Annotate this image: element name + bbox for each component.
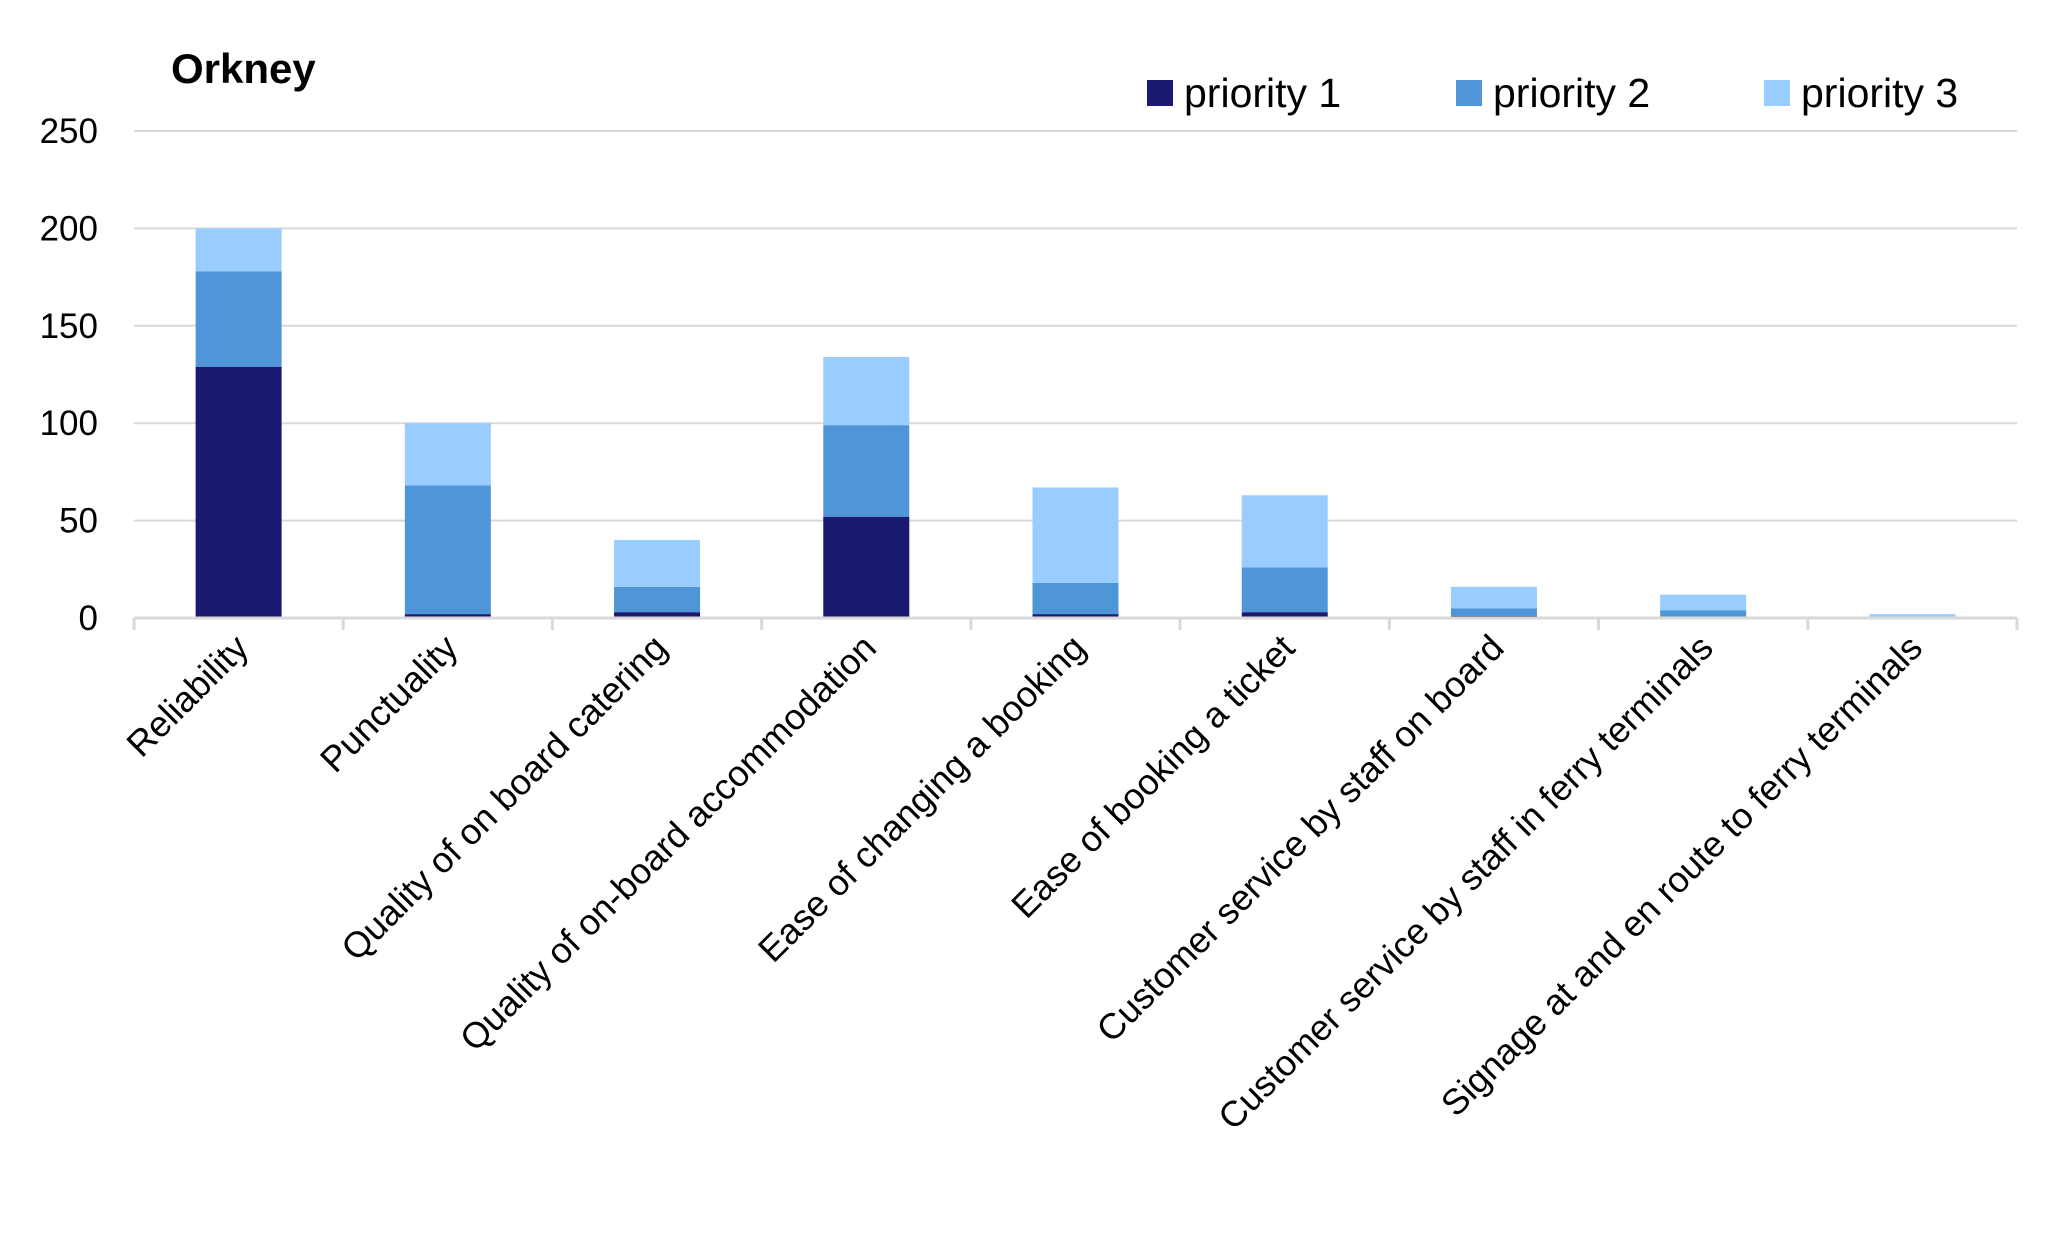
bar-segment-priority-2	[823, 425, 910, 517]
x-axis	[132, 616, 2019, 630]
x-tick-label: Quality of on-board accommodation	[452, 627, 884, 1059]
bar-segment-priority-1	[1032, 614, 1119, 618]
legend-label: priority 2	[1493, 70, 1650, 116]
bar-segment-priority-2	[404, 485, 491, 615]
x-tick-label: Punctuality	[312, 627, 466, 781]
bar-segment-priority-1	[195, 366, 282, 618]
y-tick-label: 50	[59, 502, 98, 541]
y-tick-label: 200	[40, 209, 98, 248]
x-tick-label: Customer service by staff on board	[1088, 627, 1511, 1050]
y-tick-label: 150	[40, 307, 98, 346]
legend-label: priority 1	[1184, 70, 1341, 116]
x-tick-label: Signage at and en route to ferry termina…	[1433, 627, 1930, 1124]
y-tick-label: 0	[79, 599, 98, 638]
bar-segment-priority-1	[1241, 612, 1328, 618]
bar-segment-priority-3	[195, 228, 282, 272]
y-tick-label: 250	[40, 112, 98, 151]
bar-segment-priority-3	[1032, 487, 1119, 583]
bar-segment-priority-1	[404, 614, 491, 618]
x-tick-label: Ease of changing a booking	[750, 627, 1093, 970]
chart-title: Orkney	[171, 45, 316, 92]
bar-segment-priority-2	[1032, 582, 1119, 615]
bar-segment-priority-2	[1450, 608, 1537, 617]
legend-label: priority 3	[1801, 70, 1958, 116]
bar-segment-priority-1	[614, 612, 701, 618]
legend-swatch	[1764, 80, 1790, 106]
bar-segment-priority-2	[195, 271, 282, 367]
bar-segment-priority-2	[1241, 567, 1328, 613]
bar-segment-priority-3	[1450, 586, 1537, 609]
x-tick-label: Customer service by staff in ferry termi…	[1210, 627, 1721, 1138]
bar-segment-priority-2	[614, 586, 701, 613]
bars	[195, 228, 1956, 618]
y-axis-ticks: 0 50 100 150 200 250	[40, 112, 98, 638]
x-tick-label: Reliability	[118, 627, 256, 765]
y-tick-label: 100	[40, 404, 98, 443]
bar-segment-priority-3	[1869, 614, 1956, 618]
legend-swatch	[1147, 80, 1173, 106]
bar-segment-priority-2	[1660, 610, 1747, 618]
bar-segment-priority-1	[823, 516, 910, 618]
bar-segment-priority-3	[614, 540, 701, 587]
bar-segment-priority-3	[1660, 594, 1747, 611]
legend: priority 1 priority 2 priority 3	[1147, 70, 1958, 116]
bar-segment-priority-3	[823, 356, 910, 426]
bar-segment-priority-3	[404, 423, 491, 486]
legend-swatch	[1456, 80, 1482, 106]
bar-segment-priority-3	[1241, 495, 1328, 568]
